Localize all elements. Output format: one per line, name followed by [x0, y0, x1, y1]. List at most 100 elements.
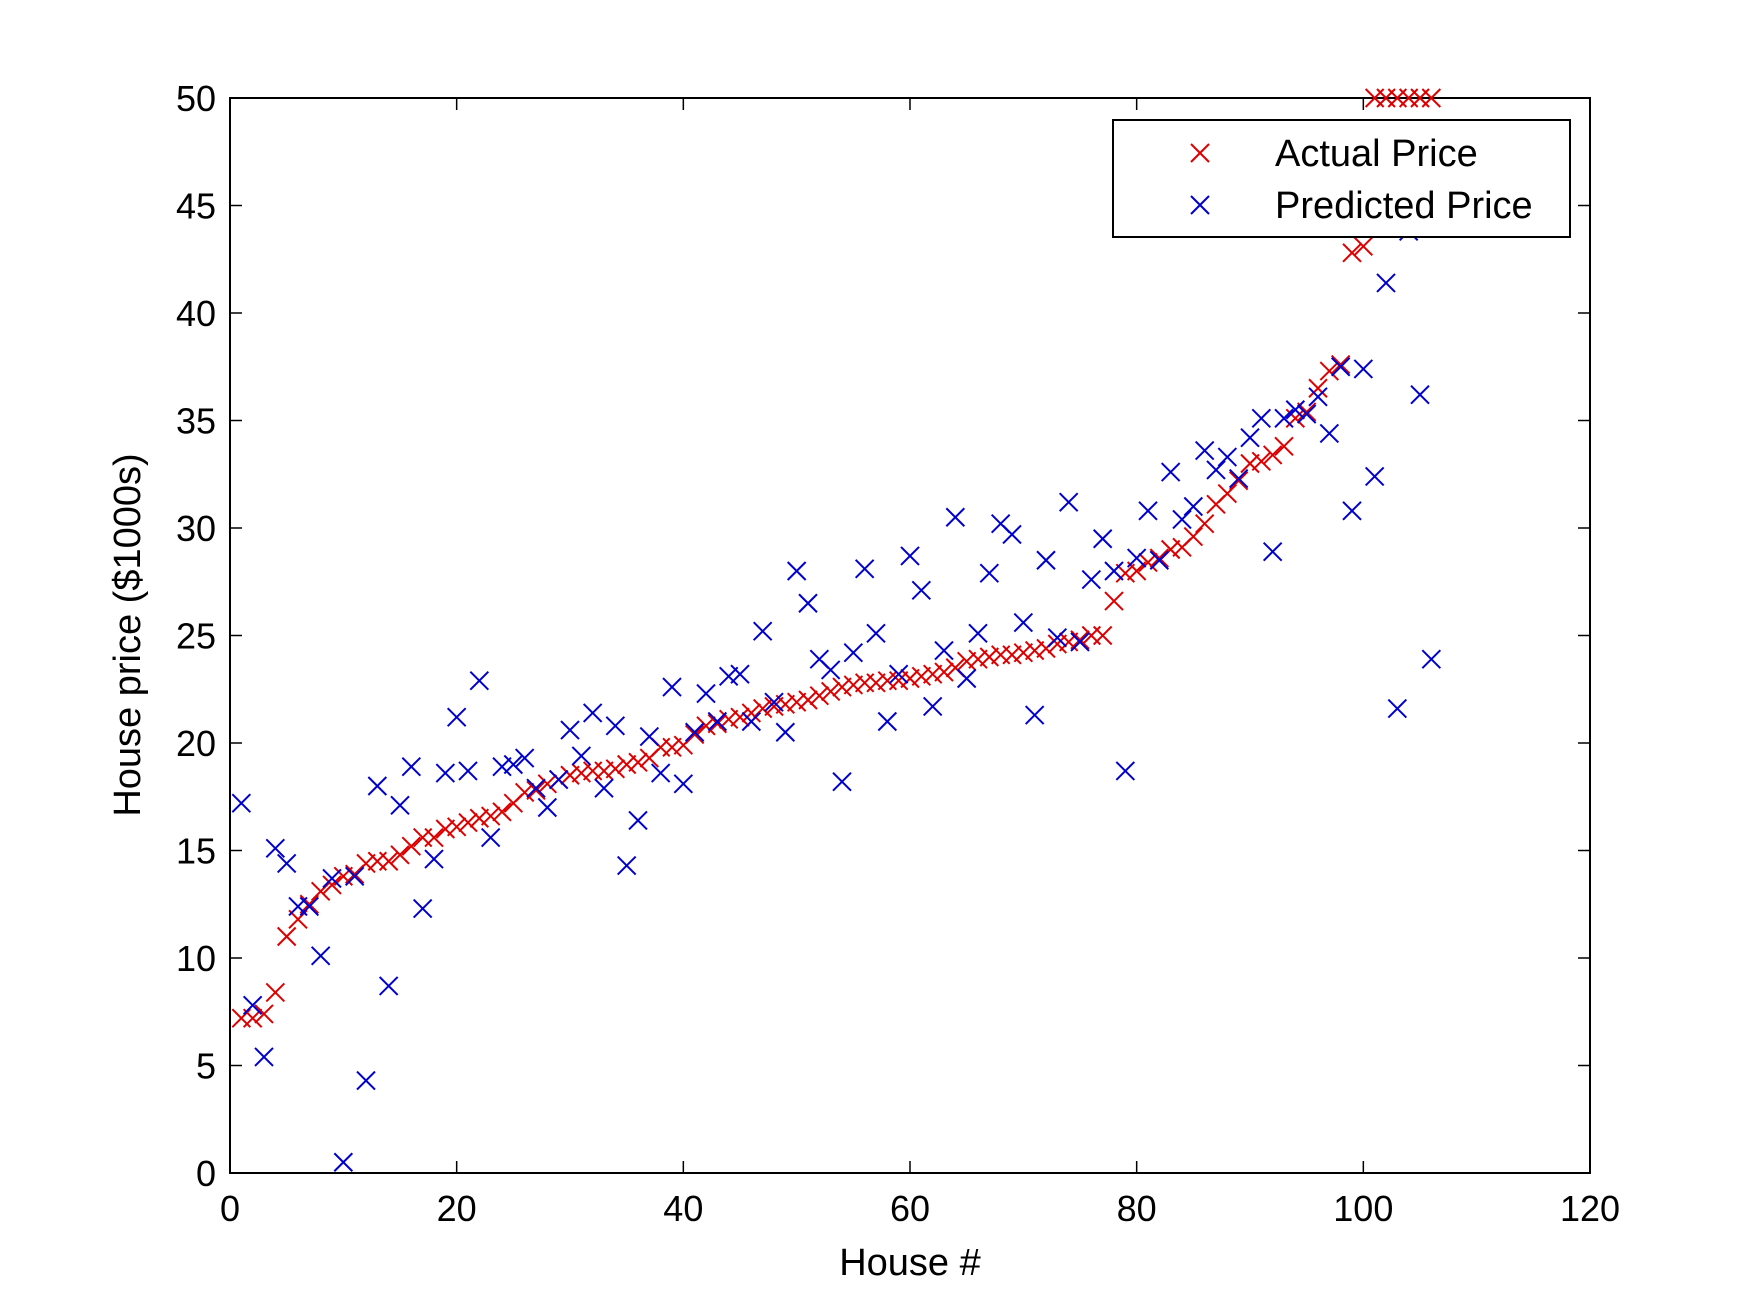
data-point-actual-price	[1308, 378, 1328, 398]
data-point-actual-price	[401, 836, 422, 856]
data-point-predicted-price	[435, 763, 456, 783]
legend-box	[1112, 119, 1571, 238]
data-point-predicted-price	[843, 642, 864, 663]
y-tick-label: 40	[176, 293, 216, 334]
data-point-predicted-price	[650, 763, 671, 783]
data-point-actual-price	[832, 677, 852, 697]
data-point-predicted-price	[707, 711, 728, 732]
data-point-actual-price	[435, 819, 456, 839]
series-actual-price	[231, 88, 1442, 1028]
data-point-actual-price	[752, 698, 773, 719]
data-point-predicted-price	[1138, 501, 1158, 521]
data-point-actual-price	[662, 737, 682, 758]
data-point-predicted-price	[1319, 423, 1340, 444]
data-point-actual-price	[843, 675, 864, 695]
plot-area	[229, 97, 1591, 1174]
data-point-predicted-price	[673, 774, 694, 794]
x-axis-label: House #	[839, 1242, 981, 1284]
data-point-predicted-price	[832, 771, 852, 792]
data-point-actual-price	[1194, 513, 1215, 534]
data-point-predicted-price	[1376, 273, 1396, 293]
data-point-predicted-price	[1183, 496, 1204, 517]
data-point-predicted-price	[537, 797, 558, 818]
data-point-actual-price	[1002, 645, 1022, 665]
data-point-predicted-price	[594, 778, 614, 798]
data-point-actual-price	[616, 754, 637, 775]
data-point-actual-price	[605, 759, 626, 779]
data-point-actual-price	[1092, 625, 1113, 646]
data-point-predicted-price	[1251, 408, 1272, 429]
data-point-predicted-price	[1002, 524, 1022, 545]
data-point-predicted-price	[1104, 561, 1124, 581]
series-predicted-price	[231, 221, 1442, 1172]
data-point-actual-price	[1149, 548, 1170, 568]
legend-marker-x	[1190, 143, 1210, 163]
data-point-predicted-price	[911, 580, 932, 601]
data-point-actual-price	[1274, 436, 1294, 457]
data-point-predicted-price	[662, 677, 682, 697]
data-point-actual-price	[1319, 361, 1340, 381]
data-point-actual-price	[809, 685, 830, 706]
legend-label-predicted-price: Predicted Price	[1275, 185, 1533, 227]
data-point-actual-price	[1183, 526, 1204, 547]
y-axis-tick-labels: 0 5 10 15 20 25 30 35 40 45 50	[176, 78, 216, 1194]
data-point-predicted-price	[888, 664, 909, 684]
data-point-predicted-price	[333, 1152, 354, 1172]
data-point-actual-price	[254, 1004, 274, 1024]
data-point-actual-price	[798, 690, 818, 710]
data-point-predicted-price	[752, 621, 773, 641]
y-tick-label: 5	[196, 1046, 216, 1087]
data-point-predicted-price	[1342, 501, 1362, 521]
data-point-actual-price	[684, 724, 705, 745]
data-point-predicted-price	[956, 668, 977, 689]
axis-ticks	[229, 97, 1591, 1174]
y-axis-label: House price ($1000s)	[107, 453, 149, 816]
data-point-actual-price	[1296, 402, 1317, 422]
data-point-predicted-price	[299, 896, 320, 917]
y-tick-label: 25	[176, 616, 216, 657]
data-point-predicted-price	[412, 898, 433, 919]
data-point-actual-price	[1330, 354, 1351, 375]
data-point-predicted-price	[1092, 529, 1113, 549]
y-tick-label: 10	[176, 938, 216, 979]
data-point-predicted-price	[764, 692, 784, 712]
data-point-predicted-price	[730, 664, 750, 684]
data-point-predicted-price	[582, 703, 603, 723]
data-point-predicted-price	[1024, 705, 1045, 725]
data-point-actual-price	[718, 709, 739, 730]
x-tick-label: 40	[663, 1188, 703, 1229]
data-point-actual-price	[979, 647, 1000, 667]
data-point-predicted-price	[639, 726, 660, 747]
data-point-predicted-price	[945, 507, 966, 527]
data-point-predicted-price	[1206, 460, 1226, 480]
data-point-actual-price	[1353, 236, 1374, 257]
data-point-predicted-price	[514, 748, 535, 768]
x-tick-label: 0	[220, 1188, 240, 1229]
data-point-predicted-price	[1160, 462, 1181, 482]
y-tick-label: 0	[196, 1153, 216, 1194]
data-point-actual-price	[458, 812, 478, 833]
data-point-actual-price	[390, 845, 410, 865]
data-point-predicted-price	[741, 711, 762, 732]
data-point-actual-price	[1240, 453, 1260, 474]
data-point-actual-price	[537, 774, 558, 794]
data-point-predicted-price	[310, 946, 331, 966]
data-point-predicted-price	[684, 722, 705, 742]
data-point-predicted-price	[922, 696, 943, 717]
x-tick-label: 20	[437, 1188, 477, 1229]
data-point-predicted-price	[390, 795, 410, 816]
data-point-actual-price	[741, 703, 762, 723]
data-point-predicted-price	[1410, 384, 1430, 405]
data-series	[231, 88, 1442, 1172]
data-point-actual-price	[356, 853, 376, 874]
data-point-actual-price	[866, 673, 886, 693]
data-point-predicted-price	[1070, 632, 1090, 652]
data-point-actual-price	[934, 662, 954, 682]
data-point-predicted-price	[1228, 468, 1249, 489]
data-point-predicted-price	[1217, 447, 1238, 467]
data-point-predicted-price	[1036, 550, 1056, 570]
data-point-predicted-price	[1047, 627, 1068, 648]
data-point-predicted-price	[934, 640, 954, 661]
data-point-predicted-price	[900, 546, 920, 566]
data-point-actual-price	[956, 651, 977, 672]
